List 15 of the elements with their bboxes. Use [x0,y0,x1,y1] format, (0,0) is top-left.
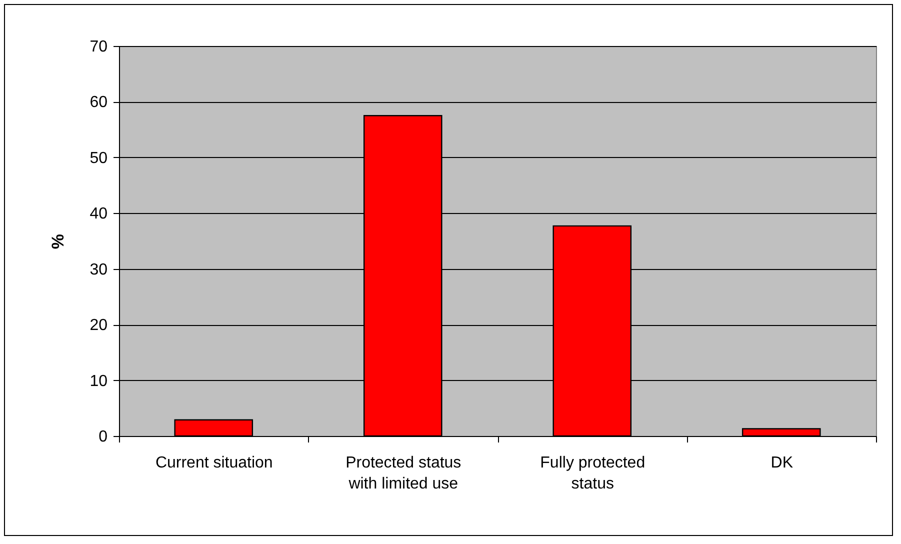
y-tick-label: 30 [90,261,108,278]
y-tick-label: 10 [90,372,108,390]
bar [174,419,254,437]
x-tick-label: DK [770,454,794,472]
y-tick-label: 20 [90,317,108,334]
bar [742,428,821,437]
y-axis-title: % [48,234,68,250]
y-tick-label: 0 [98,428,108,446]
y-tick-label: 40 [90,206,108,223]
y-tick-label: 60 [90,94,108,112]
y-tick-label: 50 [90,150,108,167]
x-tick-label: Current situation [155,454,273,472]
y-tick-label: 70 [90,38,108,56]
x-tick-label: Protected status with limited use [346,454,462,492]
x-tick-label: Fully protected status [540,454,646,492]
